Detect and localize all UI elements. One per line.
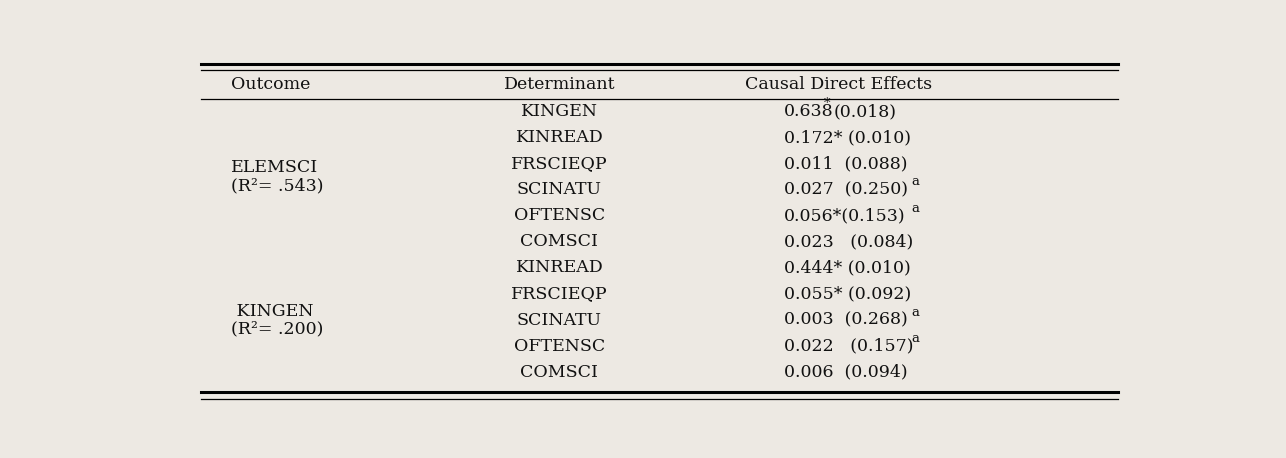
Text: OFTENSC: OFTENSC [514,338,604,355]
Text: a: a [912,306,919,319]
Text: ELEMSCI: ELEMSCI [230,159,318,176]
Text: FRSCIEQP: FRSCIEQP [511,155,608,172]
Text: 0.011  (0.088): 0.011 (0.088) [783,155,907,172]
Text: KINGEN: KINGEN [521,103,598,120]
Text: a: a [912,332,919,345]
Text: 0.172* (0.010): 0.172* (0.010) [783,129,910,146]
Text: COMSCI: COMSCI [521,364,598,381]
Text: 0.027  (0.250): 0.027 (0.250) [783,181,908,198]
Text: 0.006  (0.094): 0.006 (0.094) [783,364,908,381]
Text: (R²= .200): (R²= .200) [230,321,323,338]
Text: 0.055* (0.092): 0.055* (0.092) [783,286,910,303]
Text: FRSCIEQP: FRSCIEQP [511,286,608,303]
Text: Outcome: Outcome [230,76,310,93]
Text: KINREAD: KINREAD [516,129,603,146]
Text: a: a [912,202,919,214]
Text: (0.018): (0.018) [833,103,896,120]
Text: Determinant: Determinant [504,76,615,93]
Text: 0.023   (0.084): 0.023 (0.084) [783,234,913,251]
Text: 0.056*(0.153): 0.056*(0.153) [783,207,905,224]
Text: 0.003  (0.268): 0.003 (0.268) [783,311,908,329]
Text: KINREAD: KINREAD [516,260,603,277]
Text: Causal Direct Effects: Causal Direct Effects [745,76,932,93]
Text: (R²= .543): (R²= .543) [230,177,323,194]
Text: *: * [823,97,829,110]
Text: 0.444* (0.010): 0.444* (0.010) [783,260,910,277]
Text: KINGEN: KINGEN [230,303,312,320]
Text: COMSCI: COMSCI [521,234,598,251]
Text: 0.638: 0.638 [783,103,833,120]
Text: 0.022   (0.157): 0.022 (0.157) [783,338,913,355]
Text: OFTENSC: OFTENSC [514,207,604,224]
Text: SCINATU: SCINATU [517,311,602,329]
Text: SCINATU: SCINATU [517,181,602,198]
Text: a: a [912,175,919,188]
